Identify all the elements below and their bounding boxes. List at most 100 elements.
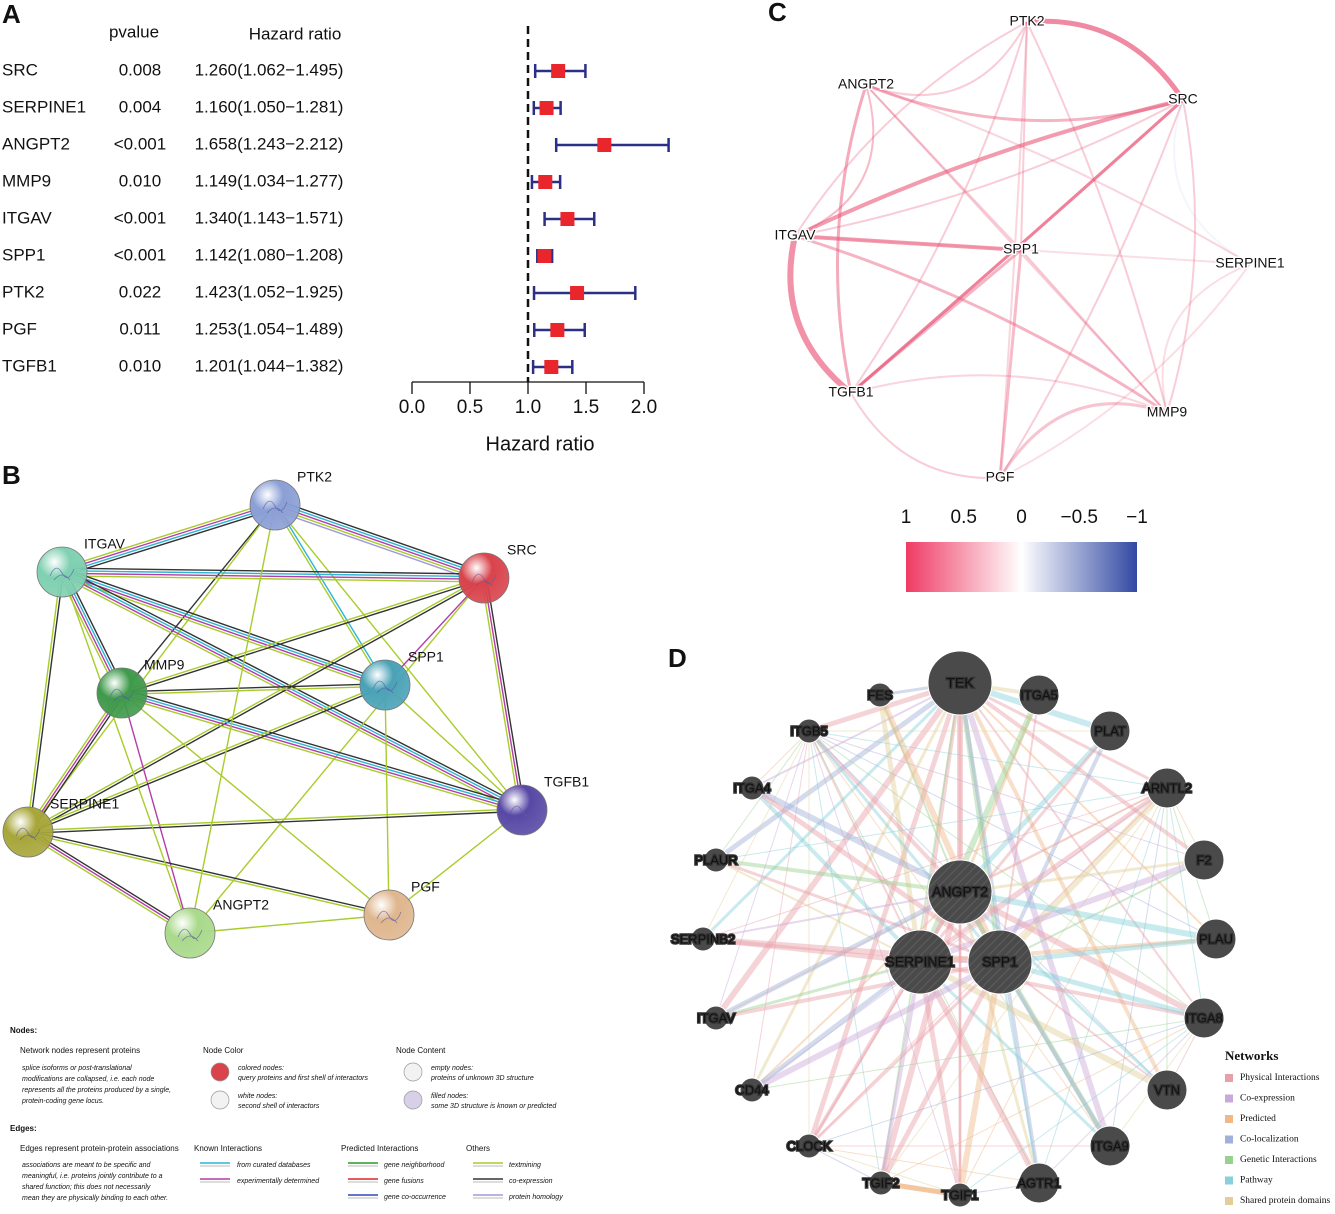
node-label: CD44 bbox=[735, 1082, 768, 1097]
edge bbox=[276, 499, 486, 574]
structure bbox=[262, 500, 288, 514]
edge bbox=[61, 571, 191, 934]
hr-label: 1.149(1.034−1.277) bbox=[195, 171, 344, 190]
edge bbox=[189, 577, 485, 934]
legend-text: splice isoforms or post-translational bbox=[22, 1065, 132, 1072]
gene-node bbox=[1089, 710, 1131, 752]
edge bbox=[121, 693, 522, 812]
network-edge bbox=[957, 682, 1003, 963]
legend-node bbox=[403, 1090, 423, 1110]
edge bbox=[62, 570, 485, 578]
node-label: VTN bbox=[1154, 1082, 1180, 1097]
legend-text: experimentally determined bbox=[237, 1178, 320, 1185]
network-edge bbox=[715, 859, 921, 963]
legend-node bbox=[403, 1062, 423, 1082]
colorbar-label: −0.5 bbox=[1060, 507, 1098, 528]
edge bbox=[27, 683, 385, 832]
gene-node bbox=[690, 926, 716, 952]
hr-point bbox=[551, 64, 566, 78]
node-label: SERPINE1 bbox=[50, 796, 119, 812]
legend-text: gene fusions bbox=[384, 1178, 424, 1185]
x-tick-label: 0.0 bbox=[399, 397, 425, 418]
correlation-edge bbox=[1173, 99, 1251, 265]
edge bbox=[61, 575, 484, 583]
network-edge bbox=[997, 785, 1170, 965]
node-label: ANGPT2 bbox=[838, 76, 894, 92]
gene-node bbox=[867, 682, 893, 708]
row-label: SERPINE1 bbox=[2, 97, 86, 116]
network-edge bbox=[999, 936, 1217, 965]
legend-text: Nodes: bbox=[10, 1026, 37, 1035]
gene-node bbox=[927, 859, 993, 925]
node-label: ITGAV bbox=[775, 227, 817, 243]
network-edge bbox=[1038, 1017, 1205, 1184]
protein-node bbox=[2, 806, 54, 858]
legend-text: protein-coding gene locus. bbox=[21, 1098, 104, 1105]
node-label: ARNTL2 bbox=[1142, 780, 1192, 795]
network-edge bbox=[958, 682, 1169, 1091]
network-edge bbox=[879, 961, 922, 1184]
pvalue: 0.008 bbox=[119, 60, 162, 79]
legend-text: textmining bbox=[509, 1162, 541, 1169]
legend-text: white nodes: bbox=[238, 1093, 277, 1100]
panel-letter: B bbox=[2, 460, 21, 490]
row-label: PGF bbox=[2, 319, 37, 338]
edge bbox=[63, 567, 387, 682]
edge bbox=[27, 808, 522, 832]
edge bbox=[26, 571, 62, 832]
protein-node bbox=[249, 479, 301, 531]
network-edge bbox=[808, 730, 1168, 1091]
network-edge bbox=[713, 681, 963, 1020]
network-edge bbox=[957, 682, 1113, 1147]
legend-swatch bbox=[1225, 1156, 1233, 1164]
edge bbox=[483, 577, 523, 811]
node-label: ITGA9 bbox=[1091, 1138, 1129, 1153]
edge bbox=[189, 504, 276, 934]
network-edge bbox=[959, 858, 1205, 894]
network-edge bbox=[879, 694, 961, 893]
protein-node bbox=[164, 907, 216, 959]
edge bbox=[120, 696, 522, 815]
network-edge bbox=[959, 681, 1168, 790]
edge bbox=[121, 692, 390, 916]
hr-point bbox=[544, 360, 559, 374]
protein-node bbox=[496, 784, 548, 836]
edge bbox=[121, 683, 385, 693]
edge bbox=[122, 578, 485, 695]
edge bbox=[61, 503, 275, 572]
gene-node bbox=[1146, 767, 1188, 809]
pvalue: 0.010 bbox=[119, 171, 162, 190]
row-label: SPP1 bbox=[2, 245, 45, 264]
correlation-edge bbox=[998, 402, 1168, 479]
network-edge bbox=[959, 682, 1217, 940]
legend-text: from curated databases bbox=[237, 1162, 311, 1169]
legend-text: gene neighborhood bbox=[384, 1162, 445, 1169]
gene-node bbox=[703, 847, 729, 873]
network-edge bbox=[878, 891, 963, 1184]
network-edge bbox=[806, 682, 963, 1147]
edge bbox=[273, 505, 385, 687]
row-label: TGFB1 bbox=[2, 356, 57, 375]
edge bbox=[63, 567, 525, 808]
network-edge bbox=[807, 729, 962, 894]
correlation-edge bbox=[794, 234, 1022, 252]
legend-label: Predicted bbox=[1240, 1114, 1276, 1124]
network-edge bbox=[702, 730, 810, 940]
legend-text: some 3D structure is known or predicted bbox=[431, 1103, 557, 1110]
correlation-edge bbox=[787, 235, 853, 396]
legend-text: Node Color bbox=[203, 1046, 244, 1055]
edge bbox=[273, 509, 483, 584]
edge bbox=[26, 833, 189, 936]
gene-node bbox=[1018, 674, 1060, 716]
gene-node bbox=[1146, 1069, 1188, 1111]
hr-label: 1.340(1.143−1.571) bbox=[195, 208, 344, 227]
network-edge bbox=[714, 889, 962, 1021]
gene-node bbox=[796, 1133, 822, 1159]
x-axis-label: Hazard ratio bbox=[486, 433, 595, 455]
correlation-edge bbox=[850, 98, 1185, 395]
correlation-edge bbox=[1020, 249, 1168, 414]
network-edge bbox=[808, 730, 1205, 1019]
legend-label: Shared protein domains bbox=[1240, 1196, 1331, 1206]
node-label: TEK bbox=[946, 675, 974, 691]
node-label: ITGB5 bbox=[790, 723, 828, 738]
